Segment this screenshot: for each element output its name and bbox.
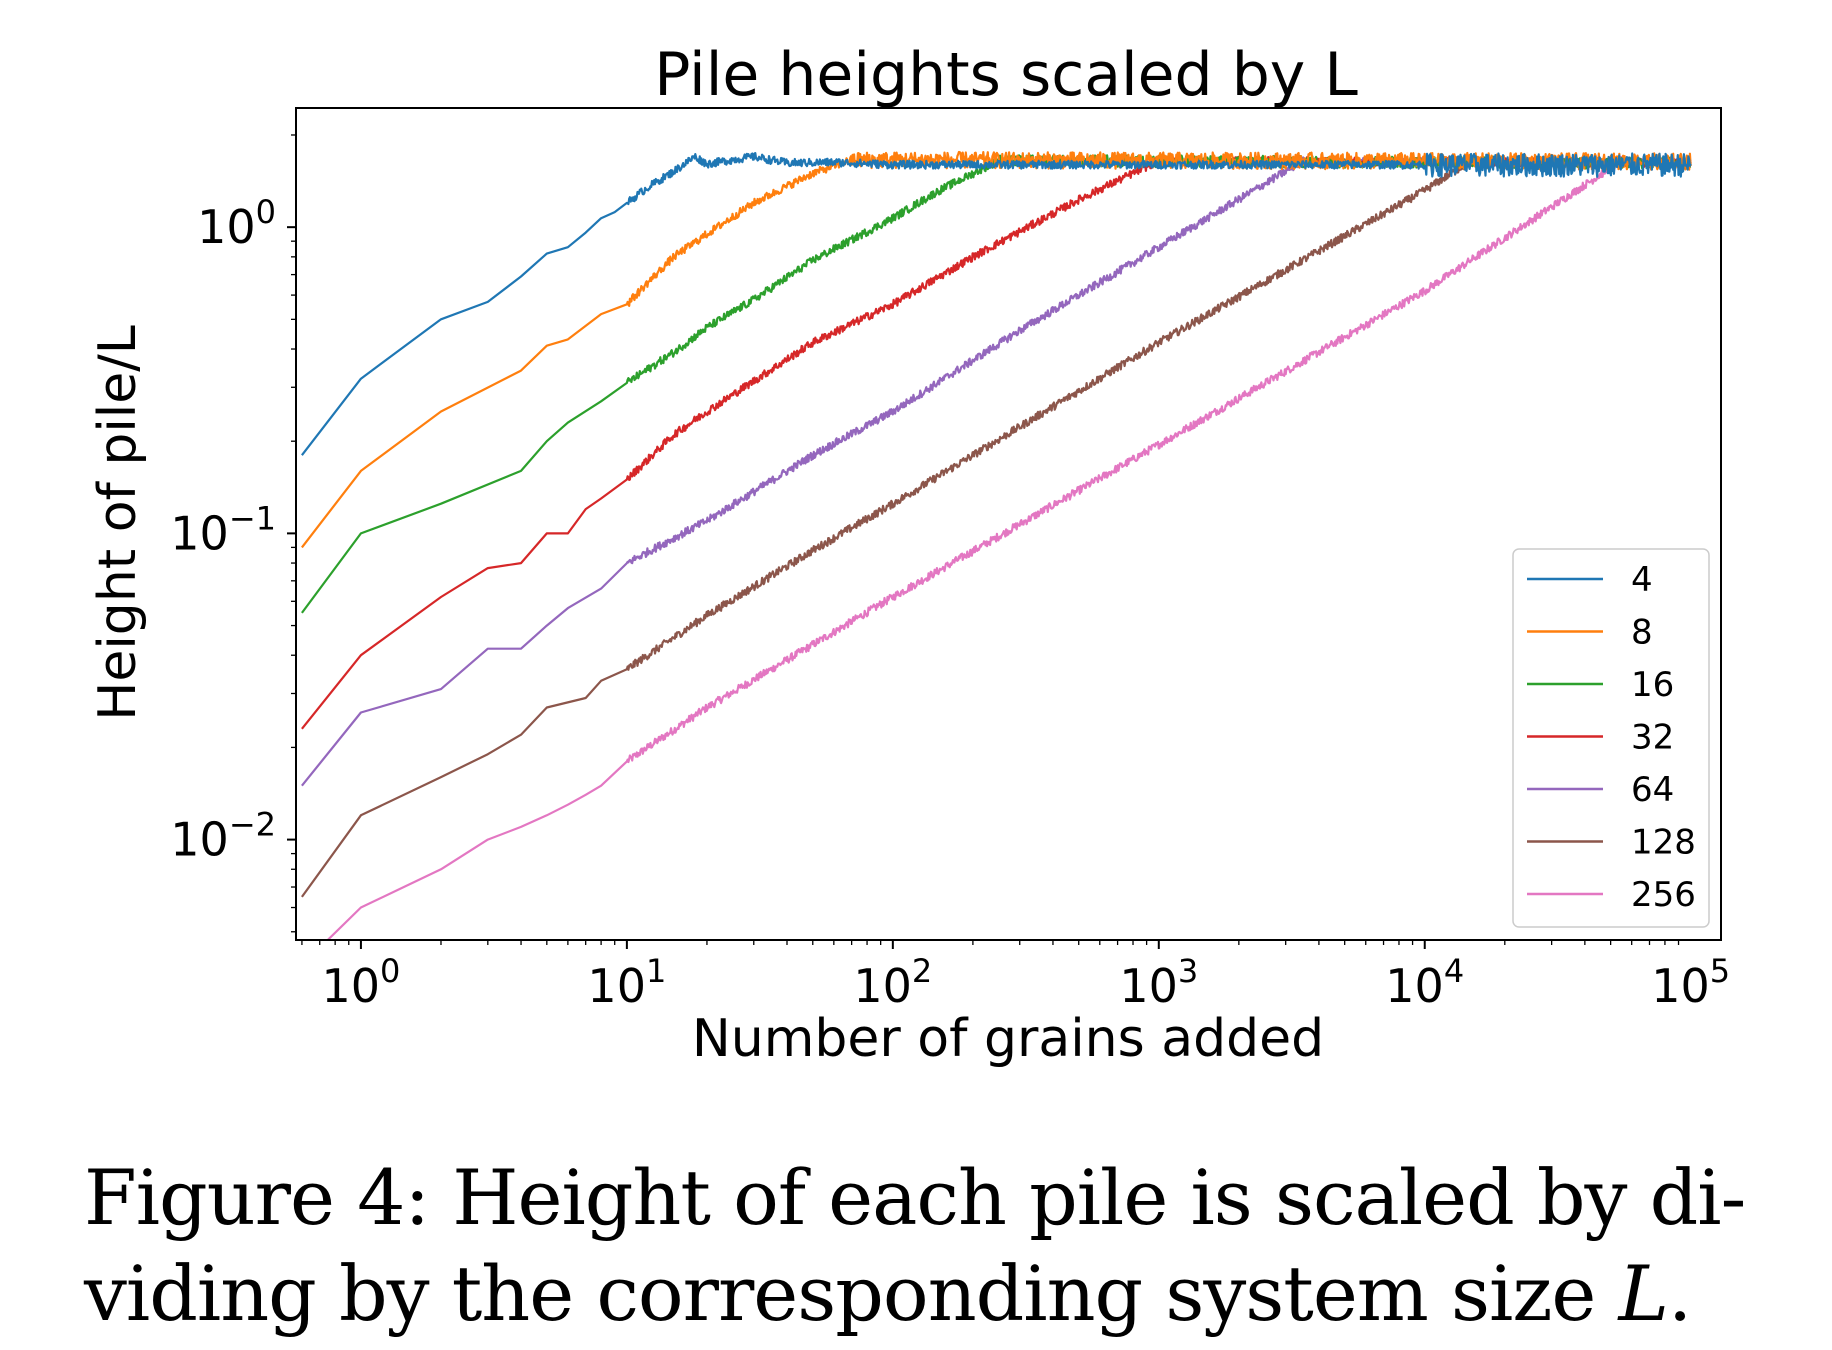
legend-label-64: 64: [1631, 770, 1674, 810]
x-tick-label: 102: [853, 952, 932, 1013]
caption-line-2-text: viding by the corresponding system size: [84, 1249, 1619, 1338]
x-tick-label: 105: [1651, 952, 1730, 1013]
x-tick-label: 104: [1385, 952, 1464, 1013]
x-tick-label: 103: [1119, 952, 1198, 1013]
pile-height-chart: Pile heights scaled by L 100 101 102 103 104…: [88, 40, 1730, 1069]
caption-line-1: Figure 4: Height of each pile is scaled …: [84, 1153, 1746, 1242]
series-line-128: [301, 157, 1692, 898]
legend-label-32: 32: [1631, 718, 1674, 758]
y-axis-ticks: 100 10−1 10−2: [170, 134, 296, 933]
legend: 4 8 16 32 64 128 256: [1512, 548, 1710, 928]
legend-label-4: 4: [1631, 560, 1653, 600]
chart-title: Pile heights scaled by L: [654, 40, 1358, 110]
x-axis-ticks: 100 101 102 103 104 105: [301, 940, 1730, 1013]
x-tick-label: 100: [321, 952, 400, 1013]
legend-box: [1512, 548, 1710, 928]
series-line-256: [326, 155, 1691, 940]
x-axis-label: Number of grains added: [692, 1009, 1324, 1069]
series-line-4: [301, 152, 1692, 456]
caption-variable-L: L: [1618, 1249, 1669, 1338]
caption-period: .: [1667, 1249, 1692, 1338]
plot-frame: [295, 107, 1722, 941]
y-tick-label: 10−2: [170, 806, 276, 867]
legend-label-128: 128: [1631, 823, 1696, 863]
series-line-16: [301, 154, 1692, 614]
y-axis-label: Height of pile/L: [88, 325, 148, 720]
figure-caption: Figure 4: Height of each pile is scaled …: [84, 1150, 1764, 1342]
legend-label-8: 8: [1631, 613, 1653, 653]
x-tick-label: 101: [587, 952, 666, 1013]
y-tick-label: 10−1: [170, 499, 276, 560]
series-line-32: [301, 155, 1691, 730]
caption-line-2: viding by the corresponding system size …: [84, 1246, 1764, 1342]
legend-label-256: 256: [1631, 875, 1696, 915]
legend-label-16: 16: [1631, 665, 1674, 705]
y-tick-label: 100: [197, 193, 276, 254]
series-lines: [301, 150, 1692, 940]
